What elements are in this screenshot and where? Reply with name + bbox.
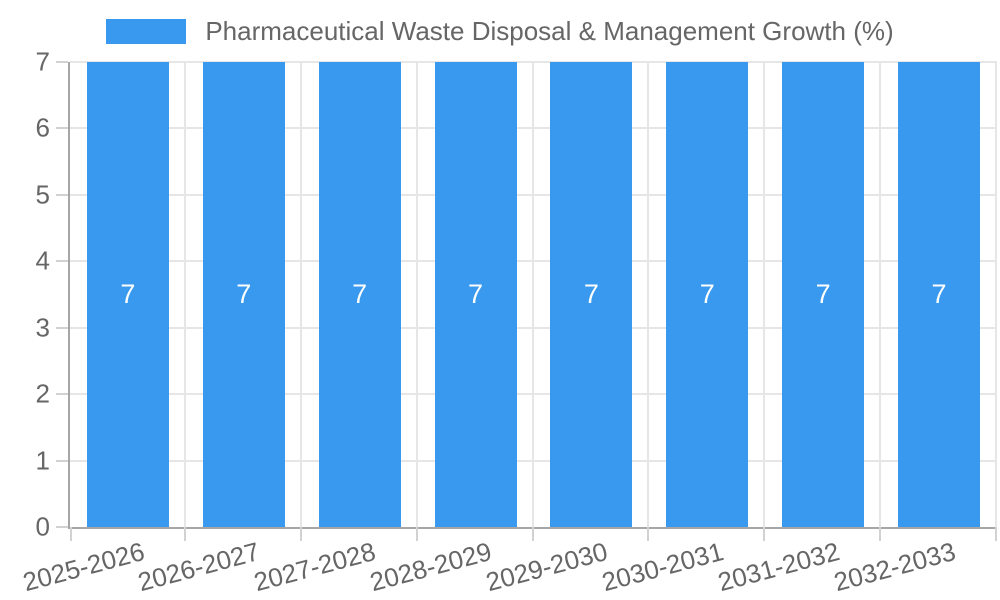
y-axis-label: 0 bbox=[35, 511, 50, 542]
x-axis-label: 2032-2033 bbox=[830, 536, 959, 598]
bar-value-label: 7 bbox=[699, 279, 715, 309]
gridline-vertical bbox=[531, 62, 534, 527]
x-axis-tick bbox=[647, 527, 650, 541]
y-axis-tick bbox=[56, 127, 68, 130]
y-axis-label: 2 bbox=[35, 378, 50, 409]
bar: 7 bbox=[318, 62, 401, 527]
gridline-horizontal bbox=[70, 193, 997, 196]
y-axis-tick bbox=[56, 61, 68, 63]
x-axis-tick bbox=[415, 527, 418, 541]
bar-value-label: 7 bbox=[583, 279, 599, 309]
y-axis-tick bbox=[56, 260, 68, 263]
bar: 7 bbox=[666, 62, 749, 527]
x-axis-label: 2026-2027 bbox=[135, 536, 264, 598]
gridline-horizontal bbox=[70, 260, 997, 263]
bar: 7 bbox=[202, 62, 285, 527]
y-axis-label: 1 bbox=[35, 445, 50, 476]
x-axis-label: 2030-2031 bbox=[598, 536, 727, 598]
x-axis-label: 2025-2026 bbox=[19, 536, 148, 598]
x-axis-label: 2027-2028 bbox=[251, 536, 379, 598]
bar-value-label: 7 bbox=[120, 279, 136, 309]
bar: 7 bbox=[898, 62, 981, 527]
y-axis-label: 5 bbox=[35, 179, 50, 210]
bar: 7 bbox=[86, 62, 169, 527]
bar: 7 bbox=[550, 62, 633, 527]
legend-swatch bbox=[106, 18, 187, 44]
y-axis-tick bbox=[56, 393, 68, 396]
y-axis-tick bbox=[56, 193, 68, 196]
gridline-vertical bbox=[879, 62, 882, 527]
legend-label: Pharmaceutical Waste Disposal & Manageme… bbox=[205, 16, 894, 46]
x-axis-label: 2029-2030 bbox=[482, 536, 611, 598]
gridline-vertical bbox=[995, 62, 997, 527]
gridline-horizontal bbox=[70, 61, 997, 63]
y-axis-tick bbox=[56, 326, 68, 329]
gridline-vertical bbox=[415, 62, 418, 527]
x-axis-tick bbox=[531, 527, 534, 541]
gridline-vertical bbox=[183, 62, 186, 527]
x-axis-tick bbox=[995, 527, 997, 541]
y-axis-label: 4 bbox=[35, 245, 50, 276]
x-axis-tick bbox=[70, 527, 72, 541]
y-axis-tick bbox=[56, 526, 68, 528]
bar-value-label: 7 bbox=[931, 279, 947, 309]
x-axis-label: 2031-2032 bbox=[714, 536, 843, 598]
gridline-horizontal bbox=[70, 393, 997, 396]
bar: 7 bbox=[782, 62, 865, 527]
gridline-horizontal bbox=[70, 326, 997, 329]
gridline-vertical bbox=[647, 62, 650, 527]
legend-item[interactable]: Pharmaceutical Waste Disposal & Manageme… bbox=[106, 15, 894, 47]
plot-area: 0 1 2 3 4 5 6 7 7 7 7 7 7 7 7 7 2025-2026 2026-2027 2027-2… bbox=[19, 47, 997, 597]
y-axis-tick bbox=[56, 459, 68, 462]
bar-value-label: 7 bbox=[352, 279, 368, 309]
gridline-horizontal bbox=[70, 459, 997, 462]
gridline-vertical bbox=[763, 62, 766, 527]
bar: 7 bbox=[434, 62, 517, 527]
y-axis-label: 7 bbox=[35, 46, 50, 77]
x-axis-label: 2028-2029 bbox=[366, 536, 495, 598]
y-axis-label: 3 bbox=[35, 312, 50, 343]
x-axis-tick bbox=[879, 527, 882, 541]
bar-value-label: 7 bbox=[815, 279, 831, 309]
x-axis-tick bbox=[299, 527, 302, 541]
bar-value-label: 7 bbox=[468, 279, 484, 309]
y-axis-label: 6 bbox=[35, 112, 50, 143]
x-axis-tick bbox=[183, 527, 186, 541]
x-axis-tick bbox=[763, 527, 766, 541]
chart-legend: Pharmaceutical Waste Disposal & Manageme… bbox=[0, 15, 1000, 47]
gridline-vertical bbox=[299, 62, 302, 527]
gridline-horizontal bbox=[70, 127, 997, 130]
bar-value-label: 7 bbox=[236, 279, 252, 309]
